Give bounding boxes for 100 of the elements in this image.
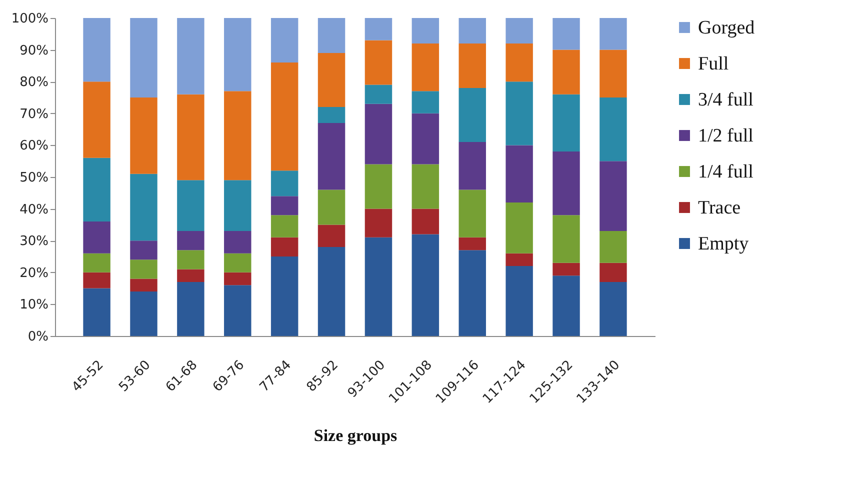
y-tick-label: 100% [11,12,48,26]
y-tick-label: 30% [20,234,48,250]
bar [224,180,252,232]
bar [83,253,110,272]
legend-label: Full [698,54,729,74]
bar [318,52,346,108]
bar [552,94,580,152]
bar [130,18,158,98]
bar [552,276,580,336]
bar [506,253,533,266]
bar [130,98,158,174]
bar [224,91,252,180]
y-tick-label: 0% [28,330,48,344]
bar [177,231,204,250]
bar [364,164,392,209]
bar [224,231,252,254]
bar [177,269,204,282]
bar [458,18,486,44]
bar [412,113,440,164]
bar [458,142,486,190]
bar [130,240,158,260]
bar [506,202,533,254]
bar [412,208,440,234]
bar [506,82,533,146]
bar [83,288,110,336]
bar [600,161,627,232]
bar [600,50,627,98]
bar [177,250,204,270]
bar [552,18,580,50]
bar [224,285,252,336]
bar [412,91,440,114]
bar [224,253,252,272]
bar [270,256,298,336]
bar [552,262,580,276]
bar [506,18,533,44]
bar [364,40,392,85]
bar [83,158,110,222]
bar [177,18,204,94]
bar [364,208,392,238]
bar [318,107,346,123]
bar [83,272,110,288]
bar [552,152,580,216]
bar [224,272,252,286]
bar [412,164,440,209]
bar [130,174,158,241]
bar [318,224,346,247]
y-tick-label: 60% [20,138,48,154]
bar [270,62,298,171]
bar [318,190,346,225]
bar [552,215,580,263]
bar [177,94,204,180]
y-tick-label: 10% [20,298,48,313]
legend-label: Trace [698,198,741,218]
bar [600,18,627,50]
y-tick-label: 70% [20,106,48,122]
y-tick-label: 50% [20,170,48,186]
bar [130,291,158,336]
bar [177,282,204,336]
x-axis-title: Size groups [314,426,398,446]
bar [318,246,346,336]
bar [177,180,204,232]
bar [600,282,627,336]
y-tick-label: 90% [20,43,48,58]
bar [270,170,298,196]
bar [83,18,110,82]
bar [83,82,110,158]
legend-label: Empty [698,234,750,254]
bar [270,196,298,216]
bar [552,50,580,94]
bar [458,237,486,250]
bar [130,260,158,279]
y-tick-label: 80% [20,75,48,90]
legend-label: Gorged [698,18,756,38]
bar [412,43,440,92]
bar [364,84,392,104]
bar [83,222,110,254]
bar [364,18,392,40]
bar [600,231,627,263]
legend-label: 1/2 full [698,126,754,146]
y-tick-label: 20% [20,266,48,281]
bar [506,43,533,82]
bar [412,18,440,44]
bar [506,145,533,202]
bar [270,18,298,63]
y-tick-label: 40% [20,202,48,218]
bar [600,262,627,282]
bar [506,266,533,336]
bar [318,18,346,53]
bar [364,104,392,164]
legend-label: 3/4 full [698,90,754,110]
legend-label: 1/4 full [698,162,754,182]
bar [600,98,627,162]
bar [364,237,392,336]
bar [270,215,298,238]
bar [130,278,158,292]
bar [458,88,486,142]
bar [412,234,440,336]
bar [458,43,486,88]
bar [270,237,298,256]
bar [318,122,346,190]
